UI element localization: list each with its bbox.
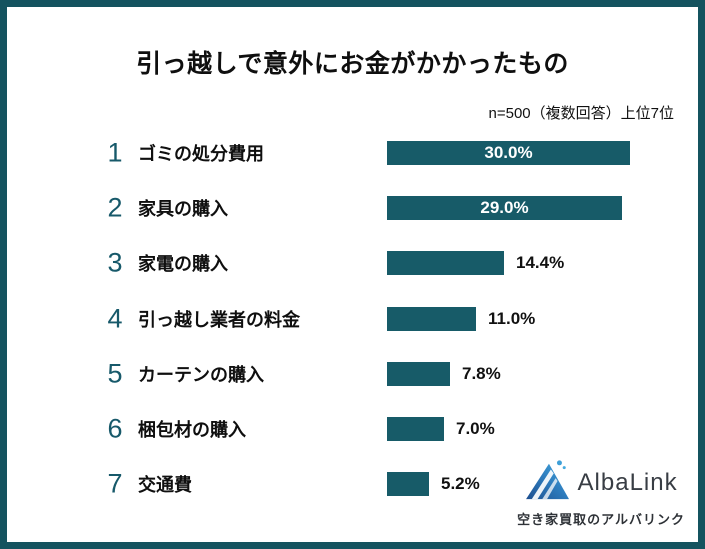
chart-row: 4 引っ越し業者の料金 11.0% xyxy=(7,303,698,334)
value-bar xyxy=(387,196,622,220)
category-label: 梱包材の購入 xyxy=(138,420,246,440)
chart-row: 7 交通費 5.2% xyxy=(7,468,698,499)
albalink-logo: AlbaLink 空き家買取のアルバリンク xyxy=(517,459,685,528)
chart-row: 6 梱包材の購入 7.0% xyxy=(7,413,698,444)
value-label: 5.2% xyxy=(441,474,480,493)
rank-number: 4 xyxy=(107,303,123,334)
value-bar xyxy=(387,472,429,496)
category-label: 引っ越し業者の料金 xyxy=(138,310,300,330)
rank-number: 7 xyxy=(107,468,123,499)
rank-number: 2 xyxy=(107,192,123,223)
value-bar xyxy=(387,362,450,386)
category-label: 家具の購入 xyxy=(138,199,228,219)
logo-tagline: 空き家買取のアルバリンク xyxy=(517,512,685,527)
category-label: カーテンの購入 xyxy=(138,365,264,385)
chart-title: 引っ越しで意外にお金がかかったもの xyxy=(136,50,569,78)
value-label: 7.0% xyxy=(456,419,495,438)
category-label: 交通費 xyxy=(138,475,192,495)
category-label: 家電の購入 xyxy=(138,254,228,274)
rank-number: 3 xyxy=(107,247,123,278)
value-label: 7.8% xyxy=(462,364,501,383)
rank-number: 5 xyxy=(107,358,123,389)
value-bar xyxy=(387,417,444,441)
chart-row: 2 家具の購入 29.0% xyxy=(7,192,698,223)
chart-row: 1 ゴミの処分費用 30.0% xyxy=(7,137,698,168)
value-label: 14.4% xyxy=(516,253,565,272)
value-label: 11.0% xyxy=(488,309,536,328)
value-bar xyxy=(387,307,476,331)
value-label: 29.0% xyxy=(480,198,529,217)
mountain-spark-icon xyxy=(525,459,571,506)
logo-wordmark: AlbaLink xyxy=(577,468,678,496)
value-bar xyxy=(387,141,630,165)
category-label: ゴミの処分費用 xyxy=(138,144,264,164)
value-bar xyxy=(387,251,504,275)
value-label: 30.0% xyxy=(484,143,533,162)
rank-number: 6 xyxy=(107,413,123,444)
sample-note: n=500（複数回答）上位7位 xyxy=(488,105,674,122)
rank-number: 1 xyxy=(107,137,123,168)
chart-row: 3 家電の購入 14.4% xyxy=(7,247,698,278)
chart-row: 5 カーテンの購入 7.8% xyxy=(7,358,698,389)
bar-chart: 1 ゴミの処分費用 30.0% 2 家具の購入 29.0% 3 家電の購入 14.4% 4 引っ越し… xyxy=(7,7,698,542)
